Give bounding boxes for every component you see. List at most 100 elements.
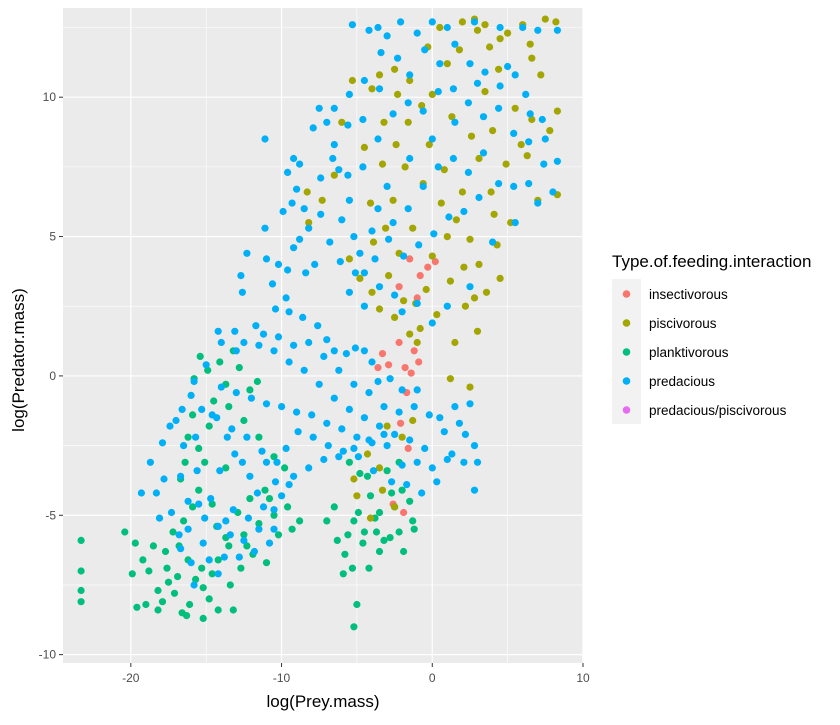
data-point <box>205 595 213 603</box>
data-point <box>428 252 436 260</box>
data-point <box>336 258 344 266</box>
data-point <box>300 205 308 213</box>
legend-label: predacious <box>649 374 715 389</box>
x-axis-ticks: -20 -10 0 10 <box>122 663 590 685</box>
data-point <box>541 15 549 23</box>
data-point <box>293 408 301 416</box>
data-point <box>389 219 397 227</box>
data-point <box>366 492 375 500</box>
data-point <box>385 235 393 243</box>
data-point <box>296 160 304 168</box>
data-point <box>288 199 296 207</box>
data-point <box>258 447 266 455</box>
data-point <box>290 472 298 480</box>
data-point <box>511 219 519 227</box>
data-point <box>473 458 482 466</box>
data-point <box>158 439 167 447</box>
data-point <box>436 414 444 422</box>
data-point <box>479 113 488 121</box>
data-point <box>400 297 408 305</box>
data-point <box>172 416 180 425</box>
data-point <box>391 503 399 511</box>
data-point <box>537 71 545 79</box>
data-point <box>205 556 213 564</box>
data-point <box>190 581 198 589</box>
data-point <box>262 559 271 567</box>
data-point <box>161 547 170 556</box>
x-tick-label: 10 <box>576 671 590 685</box>
data-point <box>365 26 373 34</box>
data-point <box>398 308 406 316</box>
data-point <box>253 377 261 386</box>
data-point <box>403 481 411 489</box>
data-point <box>184 497 192 505</box>
data-point <box>365 389 373 397</box>
data-point <box>330 141 338 149</box>
data-point <box>255 525 263 533</box>
data-point <box>237 272 245 280</box>
data-point <box>353 433 361 441</box>
data-point <box>226 531 234 539</box>
data-point <box>409 416 417 425</box>
data-point <box>489 127 497 135</box>
data-point <box>128 570 136 578</box>
data-point <box>282 294 290 302</box>
data-point <box>351 344 359 352</box>
data-point <box>375 508 384 517</box>
data-point <box>410 403 418 411</box>
data-point <box>265 495 274 503</box>
data-point <box>460 263 468 271</box>
data-point <box>366 514 375 522</box>
data-point <box>475 193 483 202</box>
data-point <box>451 338 459 347</box>
data-point <box>398 486 406 494</box>
data-point <box>184 525 192 533</box>
data-point <box>440 166 448 174</box>
data-point <box>192 575 200 584</box>
data-point <box>443 60 451 68</box>
data-point <box>350 444 358 452</box>
data-point <box>365 436 373 444</box>
data-point <box>333 536 341 545</box>
data-point <box>440 428 448 436</box>
data-point <box>77 586 85 595</box>
data-point <box>360 414 368 422</box>
data-point <box>318 196 326 204</box>
data-point <box>299 313 307 321</box>
legend-key <box>622 348 631 356</box>
data-point <box>145 567 153 575</box>
data-point <box>229 606 237 614</box>
data-point <box>262 400 271 408</box>
data-point <box>443 233 451 241</box>
data-point <box>511 71 519 79</box>
data-point <box>278 403 286 411</box>
data-point <box>274 531 283 539</box>
data-point <box>443 23 451 32</box>
data-point <box>365 564 373 572</box>
data-point <box>255 433 263 441</box>
data-point <box>345 90 353 98</box>
data-point <box>189 411 197 419</box>
y-axis-title: log(Predator.mass) <box>9 288 28 432</box>
data-point <box>344 121 352 129</box>
data-point <box>443 302 451 310</box>
legend: Type.of.feeding.interaction insectivorou… <box>612 252 811 424</box>
data-point <box>510 129 518 137</box>
data-point <box>335 453 343 461</box>
data-point <box>281 464 289 472</box>
data-point <box>232 389 240 397</box>
data-point <box>228 425 236 433</box>
data-point <box>207 495 215 503</box>
data-point <box>279 207 287 216</box>
data-point <box>214 327 222 335</box>
data-point <box>217 338 225 347</box>
data-point <box>193 467 201 475</box>
series-insectivorous <box>374 255 439 517</box>
data-point <box>451 40 459 48</box>
data-point <box>394 54 402 62</box>
data-point <box>428 319 436 327</box>
data-point <box>330 104 338 112</box>
data-point <box>445 213 453 221</box>
data-point <box>510 182 518 190</box>
data-point <box>460 207 468 216</box>
